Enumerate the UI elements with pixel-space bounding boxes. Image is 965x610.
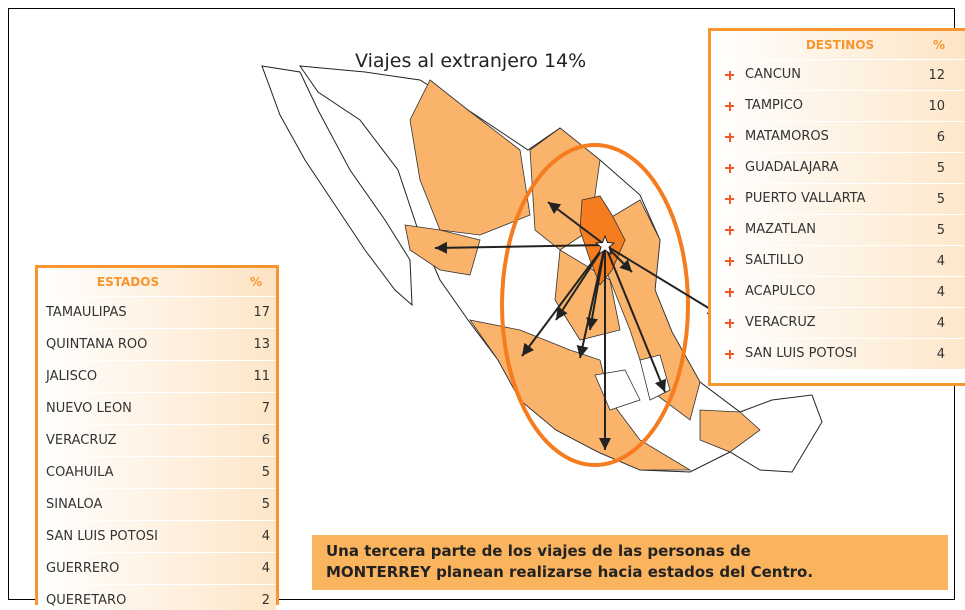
- bullet: [711, 215, 745, 245]
- row-name: CANCUN: [745, 67, 802, 82]
- bullet: [711, 339, 745, 369]
- row-name: TAMPICO: [745, 98, 804, 113]
- estados-table: ESTADOS% TAMAULIPAS 17 QUINTANA ROO 13 JALISC…: [35, 265, 279, 610]
- row-name: PUERTO VALLARTA: [745, 191, 866, 206]
- table-row: MAZATLAN 5: [711, 214, 965, 245]
- row-value: 10: [928, 98, 945, 114]
- row-name: QUINTANA ROO: [46, 337, 148, 352]
- row-value: 4: [261, 529, 270, 544]
- table-row: MATAMOROS 6: [711, 121, 965, 152]
- table-row: VERACRUZ 6: [38, 424, 276, 456]
- bullet: [711, 91, 745, 121]
- monterrey-star: [594, 234, 616, 256]
- row-name: TAMAULIPAS: [46, 305, 127, 320]
- table-header: ESTADOS%: [38, 268, 276, 296]
- table-row: CANCUN 12: [711, 59, 965, 90]
- table-row: GUERRERO 4: [38, 552, 276, 584]
- row-value: 6: [261, 433, 270, 448]
- row-name: SINALOA: [46, 497, 103, 512]
- header-label: ESTADOS: [96, 275, 160, 289]
- row-value: 5: [936, 222, 945, 238]
- bullet: [711, 277, 745, 307]
- row-name: MAZATLAN: [745, 222, 816, 237]
- header-label: %: [932, 38, 945, 52]
- highlight-ellipse: [500, 143, 690, 467]
- table-row: PUERTO VALLARTA 5: [711, 183, 965, 214]
- bullet: [711, 122, 745, 152]
- row-name: QUERETARO: [46, 593, 127, 608]
- table-row: ACAPULCO 4: [711, 276, 965, 307]
- table-row: NUEVO LEON 7: [38, 392, 276, 424]
- table-row: VERACRUZ 4: [711, 307, 965, 338]
- row-value: 5: [261, 465, 270, 480]
- row-name: VERACRUZ: [46, 433, 117, 448]
- table-row: QUERETARO 2: [38, 584, 276, 610]
- spacer: [711, 31, 745, 59]
- table-row: SAN LUIS POTOSI 4: [38, 520, 276, 552]
- row-value: 2: [261, 593, 270, 608]
- bullet: [711, 153, 745, 183]
- table-row: COAHUILA 5: [38, 456, 276, 488]
- row-value: 11: [253, 369, 270, 384]
- row-value: 6: [936, 129, 945, 145]
- row-name: JALISCO: [46, 369, 98, 384]
- table-header: DESTINOS%: [711, 31, 965, 59]
- row-value: 4: [936, 253, 945, 269]
- caption-line: Una tercera parte de los viajes de las p…: [326, 542, 751, 560]
- row-value: 13: [253, 337, 270, 352]
- table-row: SINALOA 5: [38, 488, 276, 520]
- row-value: 4: [936, 284, 945, 300]
- row-value: 5: [936, 191, 945, 207]
- row-value: 5: [936, 160, 945, 176]
- bullet: [711, 60, 745, 90]
- row-value: 12: [928, 67, 945, 83]
- table-row: JALISCO 11: [38, 360, 276, 392]
- row-name: GUERRERO: [46, 561, 120, 576]
- row-name: SAN LUIS POTOSI: [46, 529, 158, 544]
- header-label: DESTINOS: [805, 38, 875, 52]
- row-name: SALTILLO: [745, 253, 804, 268]
- title: Viajes al extranjero 14%: [355, 50, 587, 72]
- table-row: TAMAULIPAS 17: [38, 296, 276, 328]
- row-name: COAHUILA: [46, 465, 114, 480]
- row-name: GUADALAJARA: [745, 160, 839, 175]
- row-name: ACAPULCO: [745, 284, 816, 299]
- destinos-table: DESTINOS% CANCUN 12 TAMPICO 10 MATAMOROS 6 GUAD…: [708, 28, 965, 386]
- bullet: [711, 308, 745, 338]
- row-name: NUEVO LEON: [46, 401, 132, 416]
- table-row: SALTILLO 4: [711, 245, 965, 276]
- row-name: MATAMOROS: [745, 129, 829, 144]
- row-value: 4: [936, 315, 945, 331]
- row-value: 5: [261, 497, 270, 512]
- caption-line: MONTERREY planean realizarse hacia estad…: [326, 563, 814, 581]
- row-value: 7: [261, 401, 270, 416]
- row-value: 17: [253, 305, 270, 320]
- arrows: [434, 201, 721, 450]
- row-value: 4: [261, 561, 270, 576]
- row-value: 4: [936, 346, 945, 362]
- row-name: SAN LUIS POTOSI: [745, 346, 857, 361]
- caption: Una tercera parte de los viajes de las p…: [312, 535, 948, 590]
- table-row: GUADALAJARA 5: [711, 152, 965, 183]
- row-name: VERACRUZ: [745, 315, 816, 330]
- bullet: [711, 246, 745, 276]
- table-row: SAN LUIS POTOSI 4: [711, 338, 965, 369]
- header-label: %: [249, 275, 262, 289]
- table-row: QUINTANA ROO 13: [38, 328, 276, 360]
- bullet: [711, 184, 745, 214]
- table-row: TAMPICO 10: [711, 90, 965, 121]
